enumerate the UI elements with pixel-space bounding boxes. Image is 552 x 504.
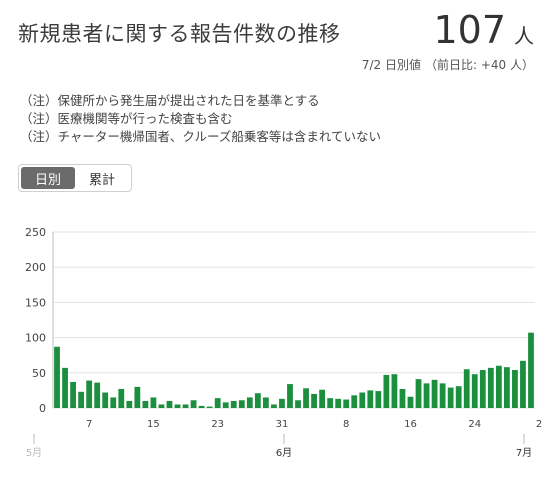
y-tick-label: 100 — [25, 332, 46, 345]
bar — [447, 387, 454, 408]
bar — [455, 386, 462, 408]
notes-list: （注）保健所から発生届が提出された日を基準とする （注）医療機関等が行った検査も… — [20, 92, 381, 146]
bar — [271, 404, 277, 408]
bar — [150, 397, 157, 408]
bar — [62, 367, 68, 408]
bar — [335, 398, 342, 408]
y-tick-label: 0 — [39, 402, 46, 415]
bar — [512, 369, 518, 408]
bar — [230, 400, 237, 408]
bar — [54, 346, 60, 408]
note-item: （注）医療機関等が行った検査も含む — [20, 111, 233, 126]
total-count-unit: 人 — [514, 24, 534, 48]
bar — [319, 389, 326, 408]
bar — [463, 369, 470, 408]
x-tick-label: 2 — [536, 419, 542, 430]
total-count-value: 107 — [433, 8, 506, 52]
bar — [254, 393, 261, 408]
bar — [351, 395, 358, 408]
bar — [503, 367, 510, 408]
bar — [431, 379, 438, 408]
date-summary-diff: （前日比: +40 人） — [425, 58, 534, 72]
bar — [528, 332, 534, 408]
note-item: （注）保健所から発生届が提出された日を基準とする — [20, 93, 320, 108]
bar — [375, 391, 382, 408]
bar — [279, 398, 285, 408]
date-summary-label: 7/2 日別値 — [361, 58, 421, 72]
bar — [367, 390, 374, 408]
bar — [118, 388, 125, 408]
month-label: 5月 — [26, 447, 42, 459]
x-tick-label: 24 — [468, 419, 481, 430]
bar — [287, 384, 293, 408]
y-tick-label: 150 — [25, 296, 46, 309]
bar — [415, 379, 422, 408]
bar — [495, 365, 502, 408]
bar — [134, 386, 141, 408]
bar — [142, 400, 149, 408]
bar — [94, 382, 101, 408]
bar — [359, 392, 366, 408]
bar — [399, 388, 406, 408]
month-label: 6月 — [276, 447, 292, 459]
y-tick-label: 250 — [25, 226, 46, 239]
bar — [439, 383, 446, 408]
bar — [86, 380, 93, 408]
bar — [520, 360, 526, 408]
bar — [158, 404, 165, 408]
bar — [423, 383, 430, 408]
y-tick-label: 200 — [25, 261, 46, 274]
bar — [70, 381, 76, 408]
date-summary: 7/2 日別値 （前日比: +40 人） — [358, 56, 534, 73]
bar — [487, 367, 494, 408]
bar — [110, 397, 117, 408]
bar — [126, 400, 133, 408]
bar — [238, 400, 245, 408]
y-tick-label: 50 — [32, 367, 46, 380]
note-item: （注）チャーター機帰国者、クルーズ船乗客等は含まれていない — [20, 129, 382, 144]
x-tick-label: 16 — [404, 419, 417, 430]
bar — [102, 392, 109, 408]
bar — [174, 404, 181, 408]
bar — [182, 404, 189, 408]
bar — [295, 400, 301, 408]
bar — [206, 406, 213, 408]
bar — [407, 396, 414, 408]
bar — [166, 400, 173, 408]
bar — [222, 402, 229, 408]
bar — [471, 374, 478, 408]
x-tick-label: 7 — [86, 419, 92, 430]
total-count: 107 人 — [433, 8, 534, 52]
bar — [198, 405, 205, 408]
bar — [262, 397, 269, 408]
x-tick-label: 8 — [343, 419, 349, 430]
x-tick-label: 31 — [276, 419, 289, 430]
bar — [78, 391, 85, 408]
toggle-daily-button[interactable]: 日別 — [21, 167, 75, 189]
bar — [246, 397, 253, 408]
bar — [391, 374, 398, 408]
bar — [214, 398, 221, 408]
x-tick-label: 15 — [147, 419, 160, 430]
bar — [327, 398, 334, 408]
page-title: 新規患者に関する報告件数の推移 — [18, 22, 341, 46]
bar — [303, 388, 309, 408]
bar — [311, 393, 317, 408]
bar — [479, 369, 486, 408]
bar — [383, 374, 390, 408]
bar — [190, 400, 197, 408]
month-label: 7月 — [516, 447, 532, 459]
bar — [343, 399, 350, 408]
toggle-cumulative-button[interactable]: 累計 — [88, 172, 115, 188]
view-toggle: 日別 累計 — [18, 164, 132, 192]
x-tick-label: 23 — [211, 419, 224, 430]
